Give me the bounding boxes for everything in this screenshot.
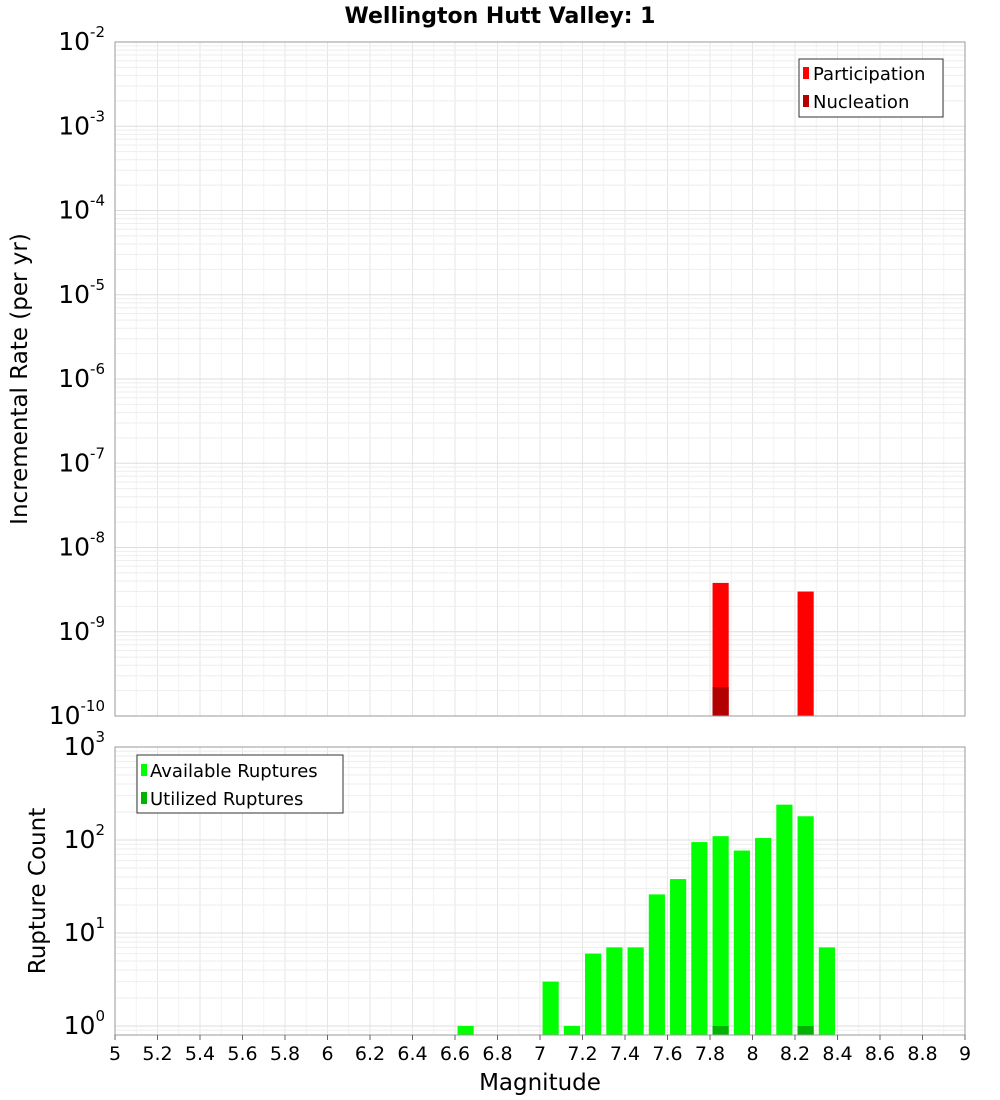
primary-bar [733,850,750,1035]
count-panel: 100 101 102 103 Rupture Count Available Rup… [25,728,971,1096]
y-tick-label: 103 [64,728,105,761]
x-tick-label: 7.8 [695,1043,725,1065]
x-tick-label: 7.6 [652,1043,682,1065]
count-y-axis-label: Rupture Count [25,808,51,974]
utilized-legend-label: Utilized Ruptures [150,789,303,810]
rate-legend: Participation Nucleation [798,58,944,118]
x-tick-label: 8.2 [780,1043,810,1065]
count-y-ticks: 100 101 102 103 [64,728,105,1040]
rate-panel: 10-10 10-9 10-8 10-7 10-6 10-5 10-4 10-3 10-2 In… [7,23,966,730]
x-tick-label: 5.4 [185,1043,215,1065]
count-legend: Available Ruptures Utilized Ruptures [136,754,344,814]
primary-bar [606,947,623,1035]
rate-legend-box [798,58,944,118]
primary-bar [627,947,644,1035]
primary-bar [648,894,665,1035]
x-tick-label: 9 [959,1043,971,1065]
available-legend-label: Available Ruptures [150,761,318,782]
x-tick-label: 5.6 [227,1043,257,1065]
y-tick-label: 10-7 [58,444,105,477]
primary-bar [457,1025,474,1035]
nucleation-legend-swatch [803,95,809,107]
y-tick-label: 101 [64,914,105,947]
primary-bar [712,582,729,716]
x-tick-label: 6.8 [482,1043,512,1065]
chart-title: Wellington Hutt Valley: 1 [345,4,656,29]
y-tick-label: 10-5 [58,276,105,309]
x-tick-label: 8.6 [865,1043,895,1065]
x-tick-label: 7 [534,1043,546,1065]
participation-legend-label: Participation [813,64,925,85]
x-tick-label: 7.4 [610,1043,640,1065]
primary-bar [670,879,687,1035]
x-tick-label: 6.6 [440,1043,470,1065]
x-tick-label: 6.2 [355,1043,385,1065]
available-legend-swatch [141,764,147,776]
y-tick-label: 10-4 [58,192,105,225]
nucleation-legend-label: Nucleation [813,92,909,113]
count-bars [457,804,835,1035]
rate-y-axis-label: Incremental Rate (per yr) [7,233,33,525]
x-axis-label: Magnitude [479,1070,601,1096]
primary-bar [755,838,772,1035]
x-tick-label: 5 [109,1043,121,1065]
y-tick-label: 10-3 [58,107,105,140]
primary-bar [542,981,559,1035]
x-axis-ticks: 5 5.2 5.4 5.6 5.8 6 6.2 6.4 6.6 6.8 7 7.2 7.4 7.6 7.8 8… [109,1035,971,1065]
y-tick-label: 102 [64,821,105,854]
x-tick-label: 5.8 [270,1043,300,1065]
primary-bar [776,804,793,1035]
primary-bar [712,836,729,1035]
rate-y-ticks: 10-10 10-9 10-8 10-7 10-6 10-5 10-4 10-3 10-2 [49,23,105,730]
x-tick-label: 7.2 [567,1043,597,1065]
count-legend-box [136,754,344,814]
y-tick-label: 10-10 [49,697,105,730]
primary-bar [585,953,602,1035]
primary-bar [691,842,708,1035]
y-tick-label: 10-9 [58,613,105,646]
rate-plot-frame [114,41,966,717]
y-tick-label: 10-6 [58,360,105,393]
primary-bar [797,591,814,716]
secondary-bar [712,1025,729,1035]
y-tick-label: 10-8 [58,529,105,562]
y-tick-label: 100 [64,1007,105,1040]
x-tick-label: 8.4 [822,1043,852,1065]
primary-bar [818,947,835,1035]
primary-bar [563,1025,580,1035]
rate-bars [712,582,814,716]
participation-legend-swatch [803,67,809,79]
rate-grid [114,42,966,717]
x-tick-label: 6 [321,1043,333,1065]
x-tick-label: 6.4 [397,1043,427,1065]
secondary-bar [712,687,729,716]
secondary-bar [797,1025,814,1035]
primary-bar [797,816,814,1035]
x-tick-label: 5.2 [142,1043,172,1065]
x-tick-label: 8 [746,1043,758,1065]
y-tick-label: 10-2 [58,23,105,56]
utilized-legend-swatch [141,792,147,804]
x-tick-label: 8.8 [907,1043,937,1065]
